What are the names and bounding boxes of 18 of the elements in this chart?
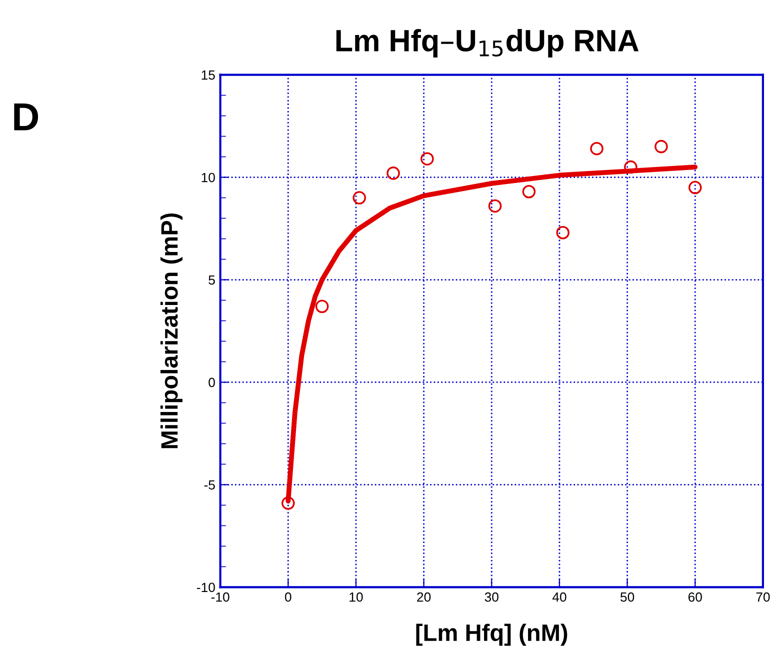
y-tick-label: -5: [204, 480, 215, 490]
y-tick-label: 10: [202, 172, 215, 182]
chart-title: Lm Hfq–U$_{15}$dUp RNA: [336, 29, 639, 58]
y-tick-label: 15: [202, 70, 215, 80]
y-tick-label: 0: [208, 378, 215, 388]
text: D: [14, 104, 38, 130]
x-tick-label: 70: [756, 592, 770, 602]
y-axis-title: Millipolarization (mP): [160, 213, 182, 448]
y-tick-label: -10: [196, 582, 215, 592]
x-tick-label: 10: [350, 592, 363, 602]
x-tick-label: 30: [484, 592, 498, 602]
x-tick-label: 0: [284, 592, 292, 602]
x-axis-title: [Lm Hfq] (nM): [416, 624, 568, 646]
x-tick-label: 20: [417, 592, 431, 602]
y-tick-label: 5: [208, 275, 215, 285]
x-tick-label: 60: [688, 592, 702, 602]
x-tick-label: 40: [552, 592, 566, 602]
x-tick-label: 50: [620, 592, 634, 602]
